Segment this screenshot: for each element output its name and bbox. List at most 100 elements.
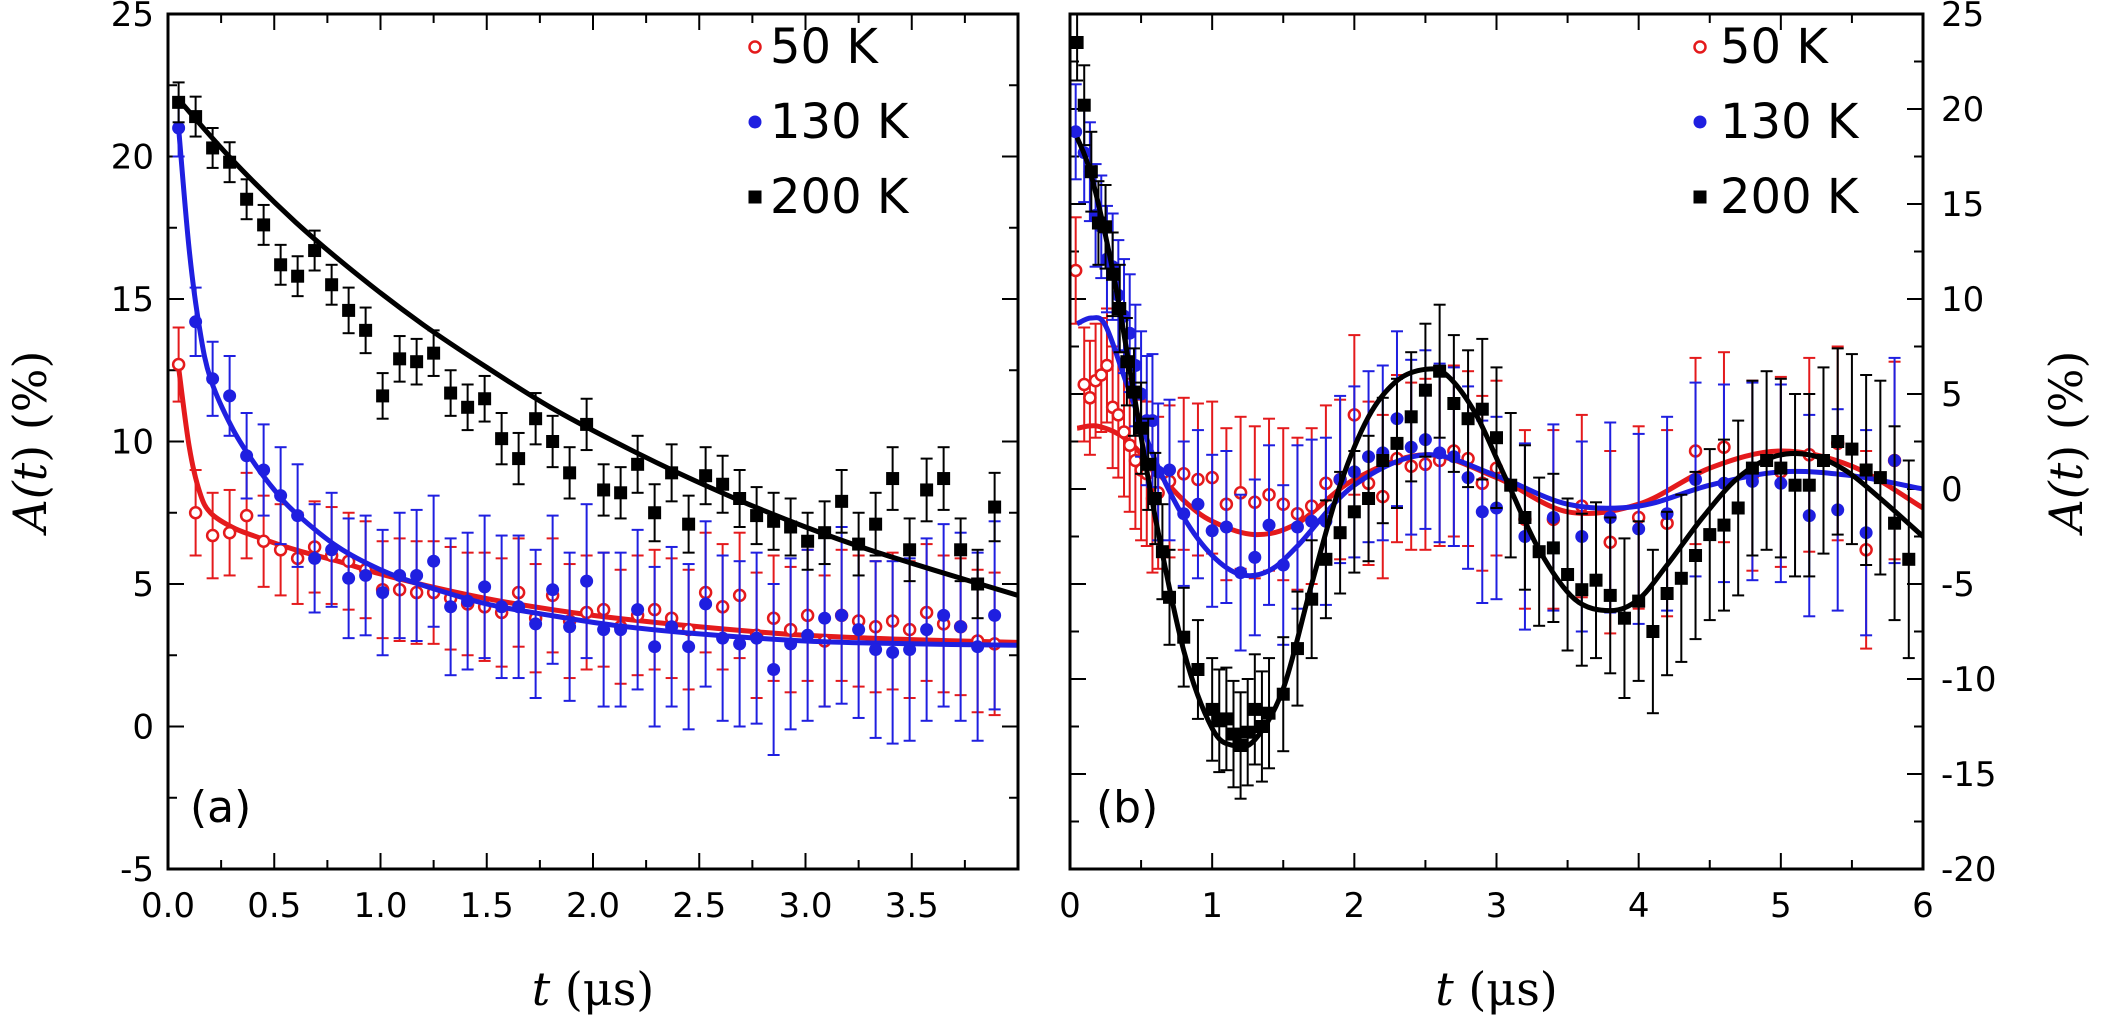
plot-area <box>171 81 1018 756</box>
data-point <box>1100 358 1114 373</box>
data-point <box>1148 492 1162 505</box>
data-point <box>171 357 186 372</box>
data-point <box>1362 492 1376 505</box>
x-tick-label: 3.0 <box>778 886 832 926</box>
x-tick-label: 2.5 <box>672 886 726 926</box>
data-point <box>1404 410 1418 424</box>
data-point <box>1113 302 1127 315</box>
data-point <box>869 517 883 531</box>
data-point <box>512 452 526 466</box>
data-point <box>1660 587 1674 600</box>
x-tick-label: 4 <box>1628 886 1650 926</box>
data-point <box>1084 165 1098 179</box>
data-point <box>1433 446 1447 460</box>
data-point <box>1241 725 1255 739</box>
data-point <box>1319 552 1333 566</box>
data-point <box>1689 549 1703 562</box>
data-point <box>239 508 254 523</box>
legend-entry: 130 K <box>1720 94 1860 150</box>
y-tick-label: 5 <box>1941 375 1963 415</box>
data-point <box>1099 220 1113 234</box>
data-point <box>784 520 798 534</box>
data-point <box>1226 727 1240 741</box>
data-point <box>733 492 747 505</box>
data-point <box>1234 739 1248 752</box>
data-point <box>1589 573 1603 587</box>
data-point <box>1461 412 1475 426</box>
data-point <box>1117 425 1131 439</box>
y-axis-title-part: t <box>2039 462 2093 481</box>
y-tick-label: 20 <box>1941 90 1984 130</box>
y-tick-label: 5 <box>132 565 154 605</box>
data-point <box>1873 471 1887 485</box>
data-point <box>614 623 628 637</box>
x-tick-label: 3 <box>1486 886 1508 926</box>
data-point <box>835 494 849 508</box>
y-axis-title-part: A( <box>2039 480 2093 536</box>
legend-entry: 200 K <box>1720 169 1860 225</box>
data-point <box>1111 408 1126 422</box>
data-point <box>733 637 747 651</box>
y-tick-label: 25 <box>1941 0 1984 35</box>
data-point <box>665 620 679 634</box>
data-point <box>1376 454 1390 467</box>
data-point <box>291 269 305 283</box>
data-point <box>631 457 645 471</box>
data-point <box>1888 516 1902 530</box>
data-point <box>903 543 917 557</box>
data-point <box>1070 125 1083 139</box>
data-point <box>614 486 628 500</box>
x-tick-label: 2.0 <box>566 886 620 926</box>
data-point <box>206 141 220 155</box>
data-point <box>835 608 849 622</box>
data-point <box>1717 518 1731 532</box>
data-point <box>410 355 424 369</box>
data-point <box>223 155 237 169</box>
data-point <box>886 472 900 486</box>
data-point <box>1447 397 1461 410</box>
legend-entry: 200 K <box>770 169 910 225</box>
y-tick-label: 25 <box>111 0 154 35</box>
data-point <box>342 303 356 317</box>
data-point <box>1070 36 1084 49</box>
data-point <box>597 623 611 637</box>
data-point <box>274 489 288 503</box>
x-axis-title: t (μs) <box>532 962 655 1016</box>
data-point <box>308 551 322 565</box>
y-tick-label: -5 <box>1941 565 1975 605</box>
data-point <box>1077 377 1091 392</box>
legend-marker <box>1693 190 1707 204</box>
data-point <box>1674 571 1688 585</box>
data-point <box>1646 625 1660 638</box>
data-point <box>818 526 832 540</box>
data-point <box>648 640 662 654</box>
data-point <box>920 623 934 637</box>
data-point <box>1305 514 1319 528</box>
data-point <box>223 389 237 403</box>
y-tick-label: 15 <box>111 280 154 320</box>
data-point <box>495 432 509 446</box>
data-point <box>240 192 254 206</box>
data-point <box>937 472 951 486</box>
data-point <box>852 623 866 637</box>
data-point <box>1262 518 1276 532</box>
data-point <box>444 600 458 614</box>
series-200k <box>1070 14 1923 800</box>
panel-b: 0 1 2 3 4 5 6-20 -15 -10 -5 0 5 10 15 20 25 50 K 130 K 200… <box>1059 0 2093 1016</box>
x-axis-title: t (μs) <box>1435 962 1558 1016</box>
data-point <box>1532 545 1546 559</box>
data-point <box>1141 457 1155 471</box>
x-tick-label: 0 <box>1059 886 1081 926</box>
y-tick-label: 0 <box>1941 470 1963 510</box>
data-point <box>1703 528 1717 542</box>
data-point <box>767 514 781 528</box>
data-point <box>1122 438 1137 453</box>
data-point <box>1134 421 1148 435</box>
data-point <box>410 568 424 582</box>
data-point <box>869 643 883 657</box>
data-point <box>393 352 407 366</box>
legend-marker <box>1693 115 1707 129</box>
data-point <box>529 617 543 631</box>
series-130k <box>172 98 1018 756</box>
